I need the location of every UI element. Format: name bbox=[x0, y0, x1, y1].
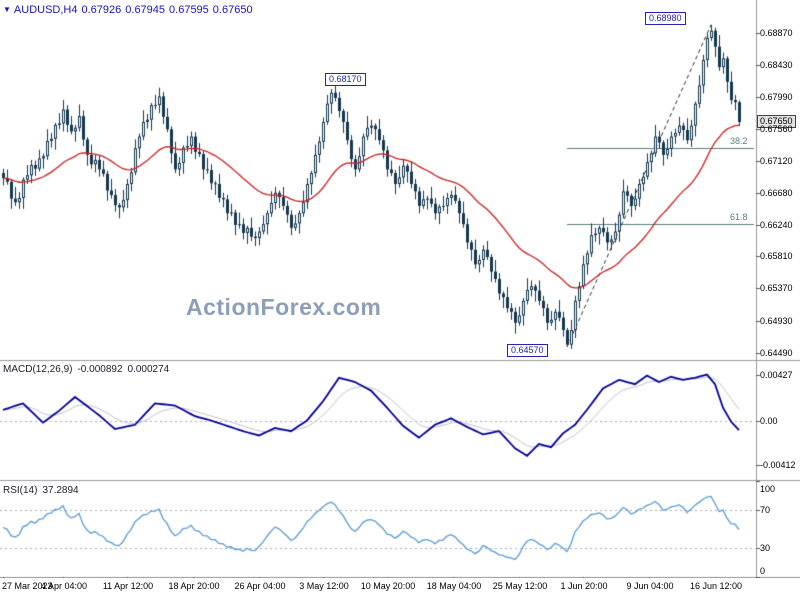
time-axis-label: 3 May 12:00 bbox=[299, 581, 349, 591]
time-axis-label: 18 Apr 20:00 bbox=[168, 581, 220, 591]
time-axis-label: 9 Jun 04:00 bbox=[626, 581, 674, 591]
time-axis-label: 16 Jun 12:00 bbox=[689, 581, 743, 591]
time-axis-label: 4 Apr 04:00 bbox=[40, 581, 88, 591]
time-axis-label: 27 Mar 2023 bbox=[2, 581, 53, 591]
chart-canvas[interactable] bbox=[0, 0, 800, 578]
time-axis-label: 18 May 04:00 bbox=[426, 581, 482, 591]
time-axis-label: 11 Apr 12:00 bbox=[102, 581, 154, 591]
time-axis-label: 25 May 12:00 bbox=[492, 581, 548, 591]
time-axis-label: 1 Jun 20:00 bbox=[560, 581, 608, 591]
time-axis-label: 26 Apr 04:00 bbox=[234, 581, 286, 591]
time-axis: 27 Mar 2023 4 Apr 04:00 11 Apr 12:00 18 Apr… bbox=[0, 581, 800, 597]
time-axis-label: 10 May 20:00 bbox=[360, 581, 416, 591]
